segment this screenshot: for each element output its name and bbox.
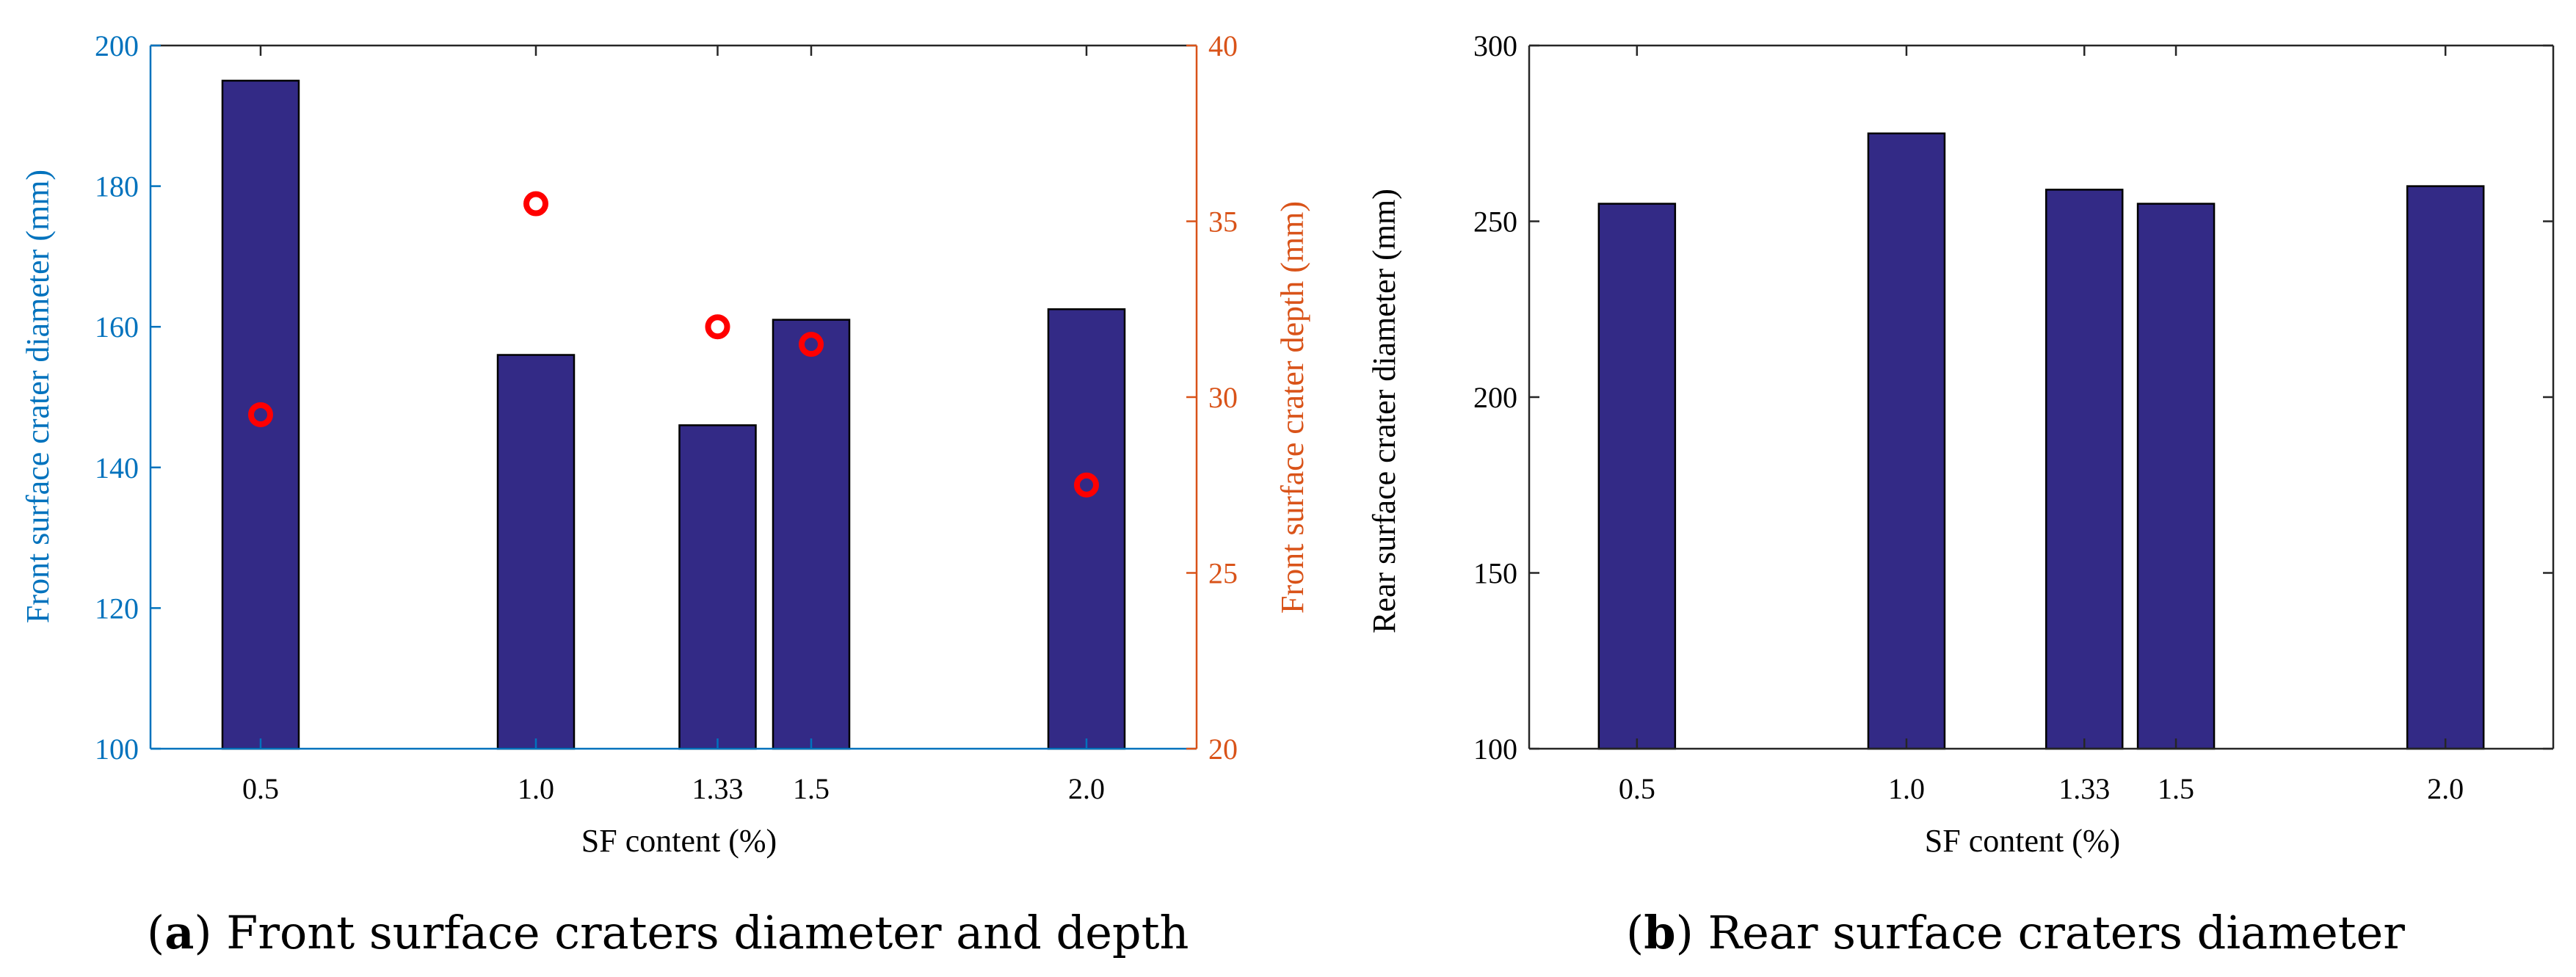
panel-a-depth-point-2.0 (1074, 472, 1099, 498)
panel-b-x-tick-label: 1.5 (2158, 772, 2194, 805)
panel-b-y-tick-label: 100 (1473, 733, 1517, 766)
panel-b-x-tick-label: 2.0 (2427, 772, 2464, 805)
panel-b-y-tick-label: 150 (1473, 557, 1517, 590)
panel-b-ticks: 0.5 1.0 1.33 1.5 2.0 100 150 200 250 300 (1473, 29, 2553, 805)
panel-a-y2-tick-label: 25 (1208, 557, 1238, 590)
panel-b-bar-1.0 (1867, 132, 1946, 750)
panel-a-depth-point-1.0 (523, 191, 548, 217)
panel-a-y-tick-label: 200 (95, 29, 139, 62)
panel-a-bar-1.33 (678, 424, 757, 750)
panel-b-y-axis-label: Rear surface crater diameter (mm) (1366, 189, 1402, 633)
panel-a-y2-tick-label: 20 (1208, 733, 1238, 766)
panel-a-depth-point-0.5 (248, 402, 273, 427)
panel-b-x-tick-label: 1.0 (1888, 772, 1925, 805)
panel-b-x-tick-label: 0.5 (1619, 772, 1655, 805)
panel-a-x-tick-label: 1.5 (793, 772, 830, 805)
panel-a-y-tick-label: 120 (95, 592, 139, 625)
panel-a-ticks: 0.5 1.0 1.33 1.5 2.0 100 120 140 160 180 200 20 25 30… (95, 29, 1238, 805)
panel-b-bar-2.0 (2406, 185, 2485, 750)
panel-a-bar-0.5 (221, 79, 300, 750)
panel-a-bar-1.0 (496, 354, 576, 750)
panel-a-axes-frame (149, 44, 1198, 750)
panel-a-depth-point-1.33 (705, 314, 730, 340)
panel-a-x-tick-label: 0.5 (242, 772, 279, 805)
panel-a-x-axis-label: SF content (%) (581, 823, 777, 859)
panel-a-y-tick-label: 160 (95, 310, 139, 344)
panel-a-y2-tick-label: 40 (1208, 29, 1238, 62)
panel-a-y2-tick-label: 30 (1208, 381, 1238, 414)
panel-b-bars (1597, 132, 2485, 750)
panel-a-x-tick-label: 1.33 (692, 772, 744, 805)
panel-b-y-tick-label: 250 (1473, 206, 1517, 239)
panel-a: 0.5 1.0 1.33 1.5 2.0 100 120 140 160 180 200 20 25 30… (20, 29, 1310, 959)
panel-b-x-axis-label: SF content (%) (1925, 823, 2120, 859)
panel-a-y-tick-label: 140 (95, 451, 139, 484)
panel-b-axes-frame (1528, 44, 2555, 750)
panel-a-depth-markers (248, 191, 1099, 498)
panel-a-x-tick-label: 2.0 (1068, 772, 1105, 805)
panel-a-bars (221, 79, 1126, 750)
panel-b-bar-0.5 (1597, 203, 1677, 750)
panel-b-caption-text: Rear surface craters diameter (1708, 906, 2405, 959)
panel-a-caption: (a) Front surface craters diameter and d… (147, 906, 1189, 959)
panel-a-bar-2.0 (1047, 308, 1126, 750)
panel-b-y-tick-label: 200 (1473, 381, 1517, 414)
panel-a-x-tick-label: 1.0 (518, 772, 554, 805)
panel-a-caption-text: Front surface craters diameter and depth (226, 906, 1189, 959)
panel-b-bar-1.33 (2045, 189, 2124, 750)
panel-b: 0.5 1.0 1.33 1.5 2.0 100 150 200 250 300 SF conte… (1366, 29, 2555, 959)
panel-a-right-y-axis-label: Front surface crater depth (mm) (1274, 201, 1310, 614)
panel-a-y-tick-label: 100 (95, 733, 139, 766)
panel-b-bar-1.5 (2136, 203, 2216, 750)
panel-b-y-tick-label: 300 (1473, 29, 1517, 62)
panel-a-y-tick-label: 180 (95, 170, 139, 203)
panel-a-left-y-axis-label: Front surface crater diameter (mm) (20, 170, 56, 623)
panel-a-caption-letter: a (164, 906, 194, 959)
panel-b-caption-letter: b (1644, 906, 1675, 959)
panel-a-depth-point-1.5 (799, 332, 824, 357)
panel-b-caption: (b) Rear surface craters diameter (1626, 906, 2405, 959)
panel-a-bar-1.5 (772, 319, 851, 750)
panel-b-x-tick-label: 1.33 (2058, 772, 2110, 805)
panel-a-y2-tick-label: 35 (1208, 206, 1238, 239)
